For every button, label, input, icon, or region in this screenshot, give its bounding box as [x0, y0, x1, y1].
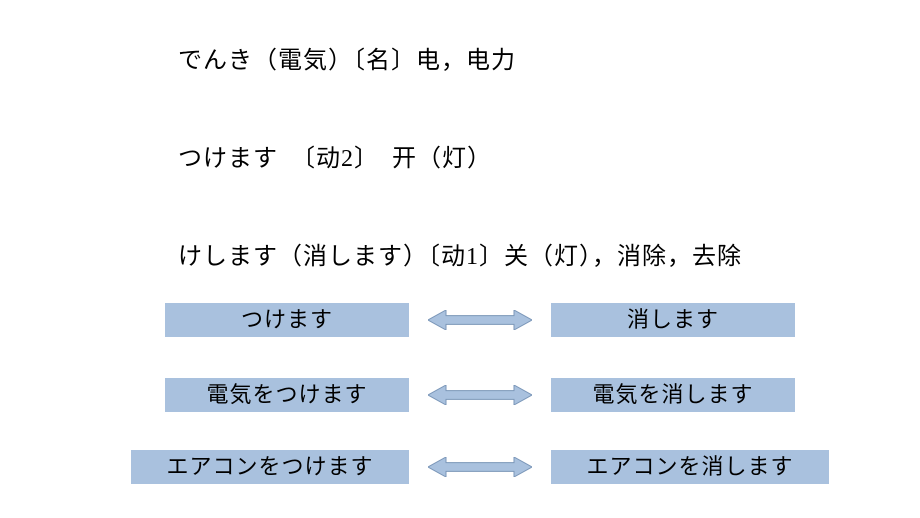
pair-right-box: 消します	[551, 303, 795, 337]
pair-row-1: つけます 消します	[165, 303, 795, 337]
vocab-line-2: つけます 〔动2〕 开（灯）	[178, 138, 492, 173]
pair-right-box: エアコンを消します	[551, 450, 829, 484]
double-arrow-icon	[409, 378, 551, 412]
double-arrow-icon	[409, 303, 551, 337]
double-arrow-icon	[409, 450, 551, 484]
pair-right-box: 電気を消します	[551, 378, 795, 412]
pair-left-box: 電気をつけます	[165, 378, 409, 412]
pair-row-2: 電気をつけます 電気を消します	[165, 378, 795, 412]
pair-row-3: エアコンをつけます エアコンを消します	[131, 450, 829, 484]
pair-left-box: エアコンをつけます	[131, 450, 409, 484]
vocab-line-3: けします（消します）〔动1〕关（灯），消除，去除	[178, 236, 742, 271]
slide: でんき（電気）〔名〕电，电力 つけます 〔动2〕 开（灯） けします（消します）…	[0, 0, 920, 518]
vocab-line-1: でんき（電気）〔名〕电，电力	[178, 40, 516, 75]
pair-left-box: つけます	[165, 303, 409, 337]
